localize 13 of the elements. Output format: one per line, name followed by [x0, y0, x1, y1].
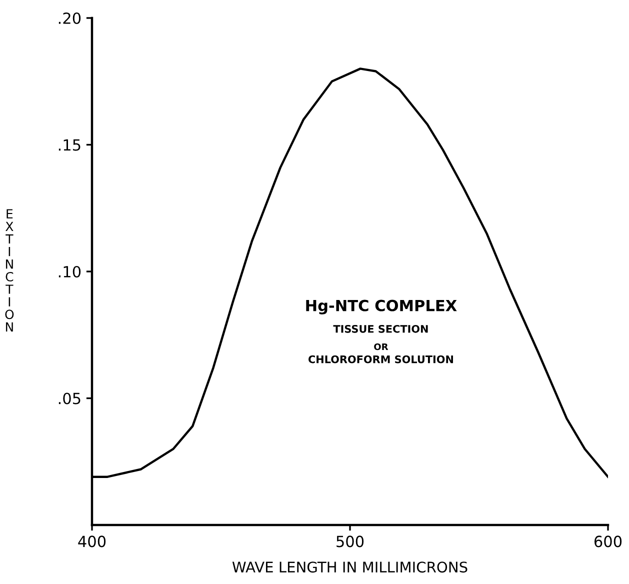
x-tick-label: 500	[336, 536, 364, 548]
text: EXTINCTION	[5, 209, 14, 332]
y-tick-label: .05	[58, 392, 80, 404]
y-tick-label: .20	[58, 12, 81, 24]
y-tick-label: .10	[58, 266, 81, 278]
annotation: OR	[374, 343, 388, 350]
y-tick-label: .15	[58, 139, 80, 151]
annotation: CHLOROFORM SOLUTION	[308, 355, 453, 364]
x-tick-label: 400	[78, 536, 106, 548]
annotation: TISSUE SECTION	[333, 324, 428, 333]
x-tick-label: 600	[594, 536, 622, 548]
annotation: Hg-NTC COMPLEX	[306, 300, 457, 314]
x-axis-title: WAVE LENGTH IN MILLIMICRONS	[232, 562, 468, 573]
